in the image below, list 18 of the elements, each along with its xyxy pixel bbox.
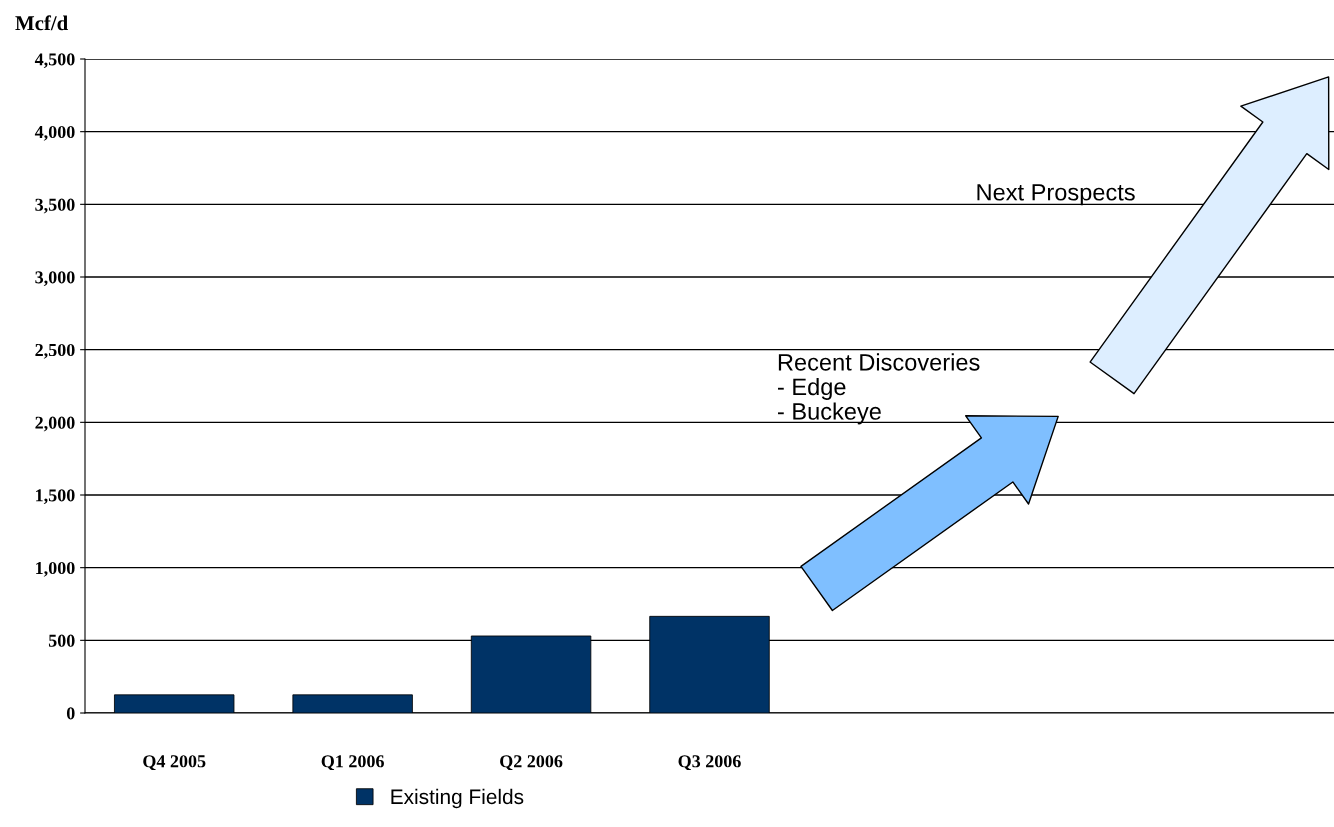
y-tick-label: 500 [48,634,75,647]
x-tick-label: Q2 2006 [500,755,563,771]
y-tick-label: 3,500 [35,198,75,214]
annotation: Next Prospects [977,184,1135,206]
y-tick-label: 2,000 [35,416,75,432]
legend-label: Existing Fields [391,788,524,809]
x-tick-label: Q1 2006 [321,755,384,771]
x-tick-label: Q4 2005 [143,755,206,771]
y-tick-label: 1,500 [36,489,75,505]
y-tick-label: 4,500 [34,53,75,69]
y-tick-label: 1,000 [36,561,75,577]
y-tick-label: 0 [66,707,75,720]
annotation: Recent Discoveries - Edge - Buckeye [777,353,980,425]
y-tick-label: 3,000 [35,271,75,287]
y-axis-title: Mcf/d [15,15,68,31]
y-tick-label: 4,000 [34,125,75,141]
x-tick-label: Q3 2006 [678,755,741,771]
y-tick-label: 2,500 [35,343,75,359]
